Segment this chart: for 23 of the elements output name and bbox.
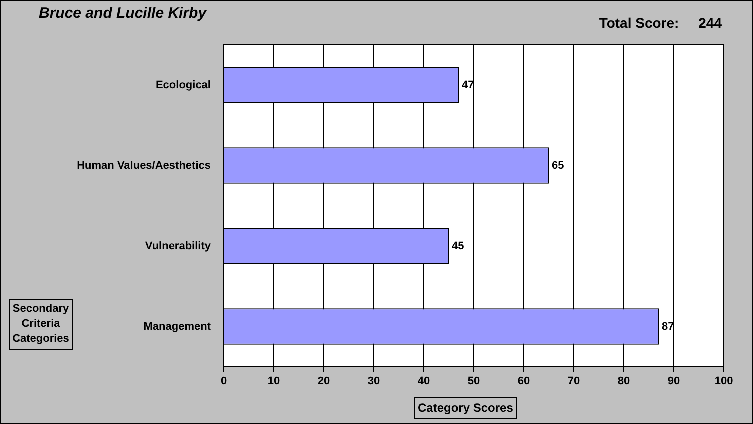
y-tick-label: Human Values/Aesthetics: [77, 160, 211, 172]
x-tick-label: 80: [618, 376, 630, 388]
y-tick-label: Vulnerability: [145, 240, 212, 252]
x-tick-label: 50: [468, 376, 480, 388]
x-tick-label: 90: [668, 376, 680, 388]
x-tick-label: 60: [518, 376, 530, 388]
y-tick-label: Management: [144, 320, 212, 333]
y-tick-label: Ecological: [156, 79, 211, 92]
text: Total Score: 244: [599, 15, 722, 31]
x-tick-label: 70: [568, 376, 580, 388]
data-label: 65: [552, 160, 564, 172]
x-tick-label: 30: [368, 376, 380, 388]
x-tick-label: 40: [418, 376, 430, 388]
data-label: 47: [462, 79, 474, 92]
y-axis-title: Secondary Criteria Categories: [9, 299, 73, 350]
x-axis-title: Category Scores: [414, 397, 518, 419]
data-label: 87: [662, 320, 674, 333]
x-tick-label: 10: [268, 376, 280, 388]
x-tick-label: 0: [220, 376, 228, 388]
data-label: 45: [452, 240, 464, 252]
chart-title: Bruce and Lucille Kirby: [39, 5, 207, 22]
x-tick-label: 20: [318, 376, 330, 388]
x-tick-label: 100: [714, 376, 734, 388]
